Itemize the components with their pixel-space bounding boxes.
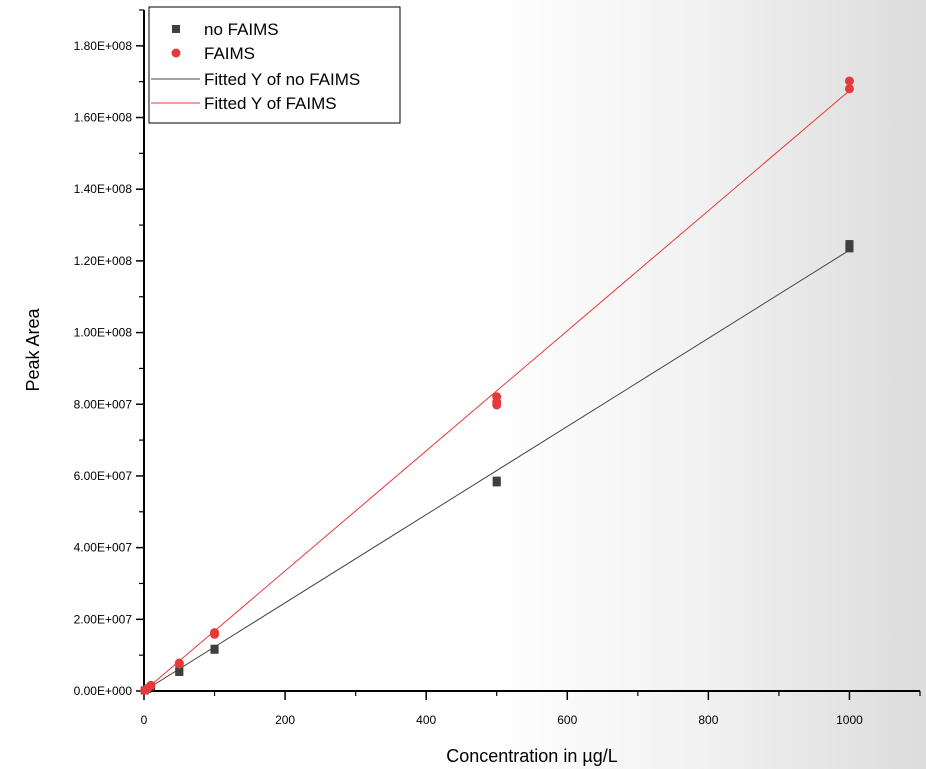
y-tick-label: 6.00E+007 <box>74 469 133 483</box>
legend-marker <box>171 48 181 58</box>
data-point <box>174 658 184 668</box>
y-tick-label: 0.00E+000 <box>74 684 133 698</box>
y-axis-label: Peak Area <box>23 307 43 391</box>
y-tick-label: 1.60E+008 <box>74 111 133 125</box>
x-tick-label: 200 <box>275 713 295 727</box>
fit-line <box>143 249 850 692</box>
data-point <box>492 392 502 402</box>
legend-label: Fitted Y of FAIMS <box>204 94 337 113</box>
x-tick-label: 800 <box>698 713 718 727</box>
legend-label: Fitted Y of no FAIMS <box>204 70 360 89</box>
data-point <box>844 84 854 94</box>
data-point <box>844 76 854 86</box>
legend-label: no FAIMS <box>204 20 279 39</box>
axes <box>141 10 920 694</box>
legend-label: FAIMS <box>204 44 255 63</box>
x-tick-label: 600 <box>557 713 577 727</box>
series-layer <box>140 76 854 695</box>
y-tick-label: 2.00E+007 <box>74 612 133 626</box>
ticks: 0 200 400 600 800 1000 0.00E+000 2.00E+007 4.00E… <box>74 9 921 727</box>
fit-line <box>143 90 850 692</box>
data-point <box>210 628 220 638</box>
x-axis-label: Concentration in µg/L <box>446 746 617 766</box>
legend-box <box>148 6 401 124</box>
y-tick-label: 1.00E+008 <box>74 326 133 340</box>
data-point <box>146 680 156 690</box>
data-point <box>845 240 854 249</box>
data-point <box>175 666 184 675</box>
y-tick-label: 1.80E+008 <box>74 39 133 53</box>
x-tick-label: 400 <box>416 713 436 727</box>
y-tick-label: 8.00E+007 <box>74 397 133 411</box>
data-point <box>492 476 501 485</box>
data-point <box>210 644 219 653</box>
legend: no FAIMS FAIMS Fitted Y of no FAIMS Fitted … <box>148 6 401 124</box>
legend-marker <box>172 25 180 33</box>
x-tick-label: 1000 <box>836 713 863 727</box>
y-tick-label: 1.40E+008 <box>74 182 133 196</box>
y-tick-label: 4.00E+007 <box>74 541 133 555</box>
x-tick-label: 0 <box>141 713 148 727</box>
y-tick-label: 1.20E+008 <box>74 254 133 268</box>
